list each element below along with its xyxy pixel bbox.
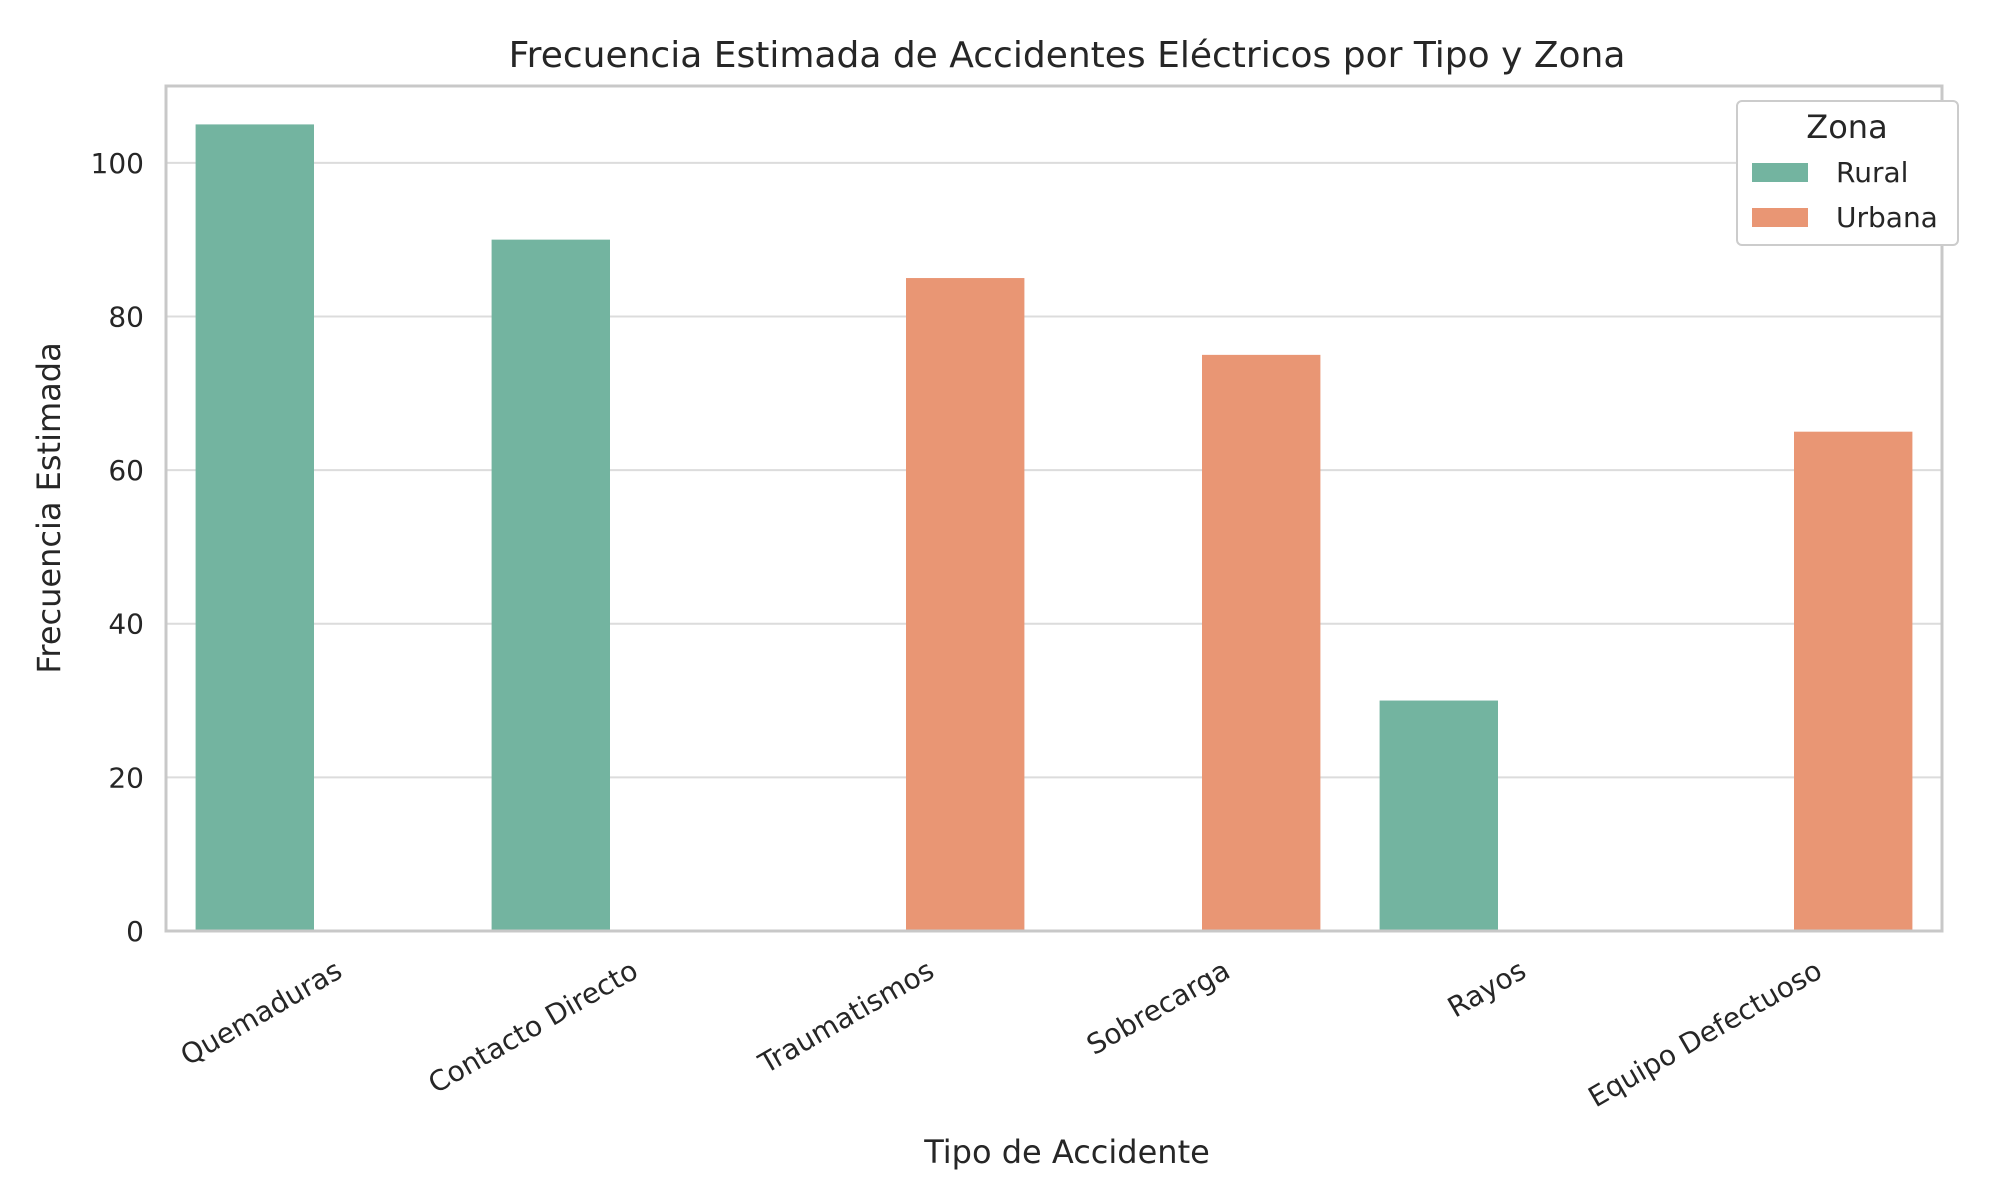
y-tick-labels: 0 20 40 60 80 100 xyxy=(91,147,144,948)
y-tick-label: 80 xyxy=(108,300,144,333)
x-tick-labels: Quemaduras Contacto Directo Traumatismos So… xyxy=(175,953,1828,1113)
bar-urbana xyxy=(1794,431,1913,931)
x-axis-label: Tipo de Accidente xyxy=(923,1133,1210,1171)
x-tick-label: Traumatismos xyxy=(752,953,939,1080)
y-tick-label: 40 xyxy=(108,608,144,641)
legend-swatch xyxy=(1752,208,1808,227)
x-tick-label: Contacto Directo xyxy=(423,953,644,1100)
x-tick-label: Sobrecarga xyxy=(1081,953,1235,1061)
bar-rural xyxy=(1379,700,1498,931)
y-tick-label: 100 xyxy=(91,147,144,180)
y-tick-label: 20 xyxy=(108,761,144,794)
legend-items: Rural Urbana xyxy=(1752,156,1938,234)
y-tick-label: 60 xyxy=(108,454,144,487)
legend-title: Zona xyxy=(1806,108,1887,146)
y-axis-label: Frecuencia Estimada xyxy=(30,342,68,673)
plot-frame xyxy=(164,84,1944,933)
y-tick-label: 0 xyxy=(126,915,144,948)
grid-lines xyxy=(166,161,1942,932)
bar-rural xyxy=(195,124,314,932)
x-tick-label: Quemaduras xyxy=(175,953,348,1072)
bar-urbana xyxy=(1202,354,1321,931)
chart-title: Frecuencia Estimada de Accidentes Eléctr… xyxy=(509,35,1626,76)
legend: Zona Rural Urbana xyxy=(1736,100,1959,246)
x-tick-label: Equipo Defectuoso xyxy=(1583,953,1828,1113)
legend-label: Urbana xyxy=(1836,201,1938,234)
bars xyxy=(195,124,1913,932)
bar-rural xyxy=(491,239,610,932)
legend-label: Rural xyxy=(1836,156,1908,189)
x-tick-label: Rayos xyxy=(1442,953,1532,1024)
legend-swatch xyxy=(1752,163,1808,182)
bar-urbana xyxy=(906,278,1025,932)
